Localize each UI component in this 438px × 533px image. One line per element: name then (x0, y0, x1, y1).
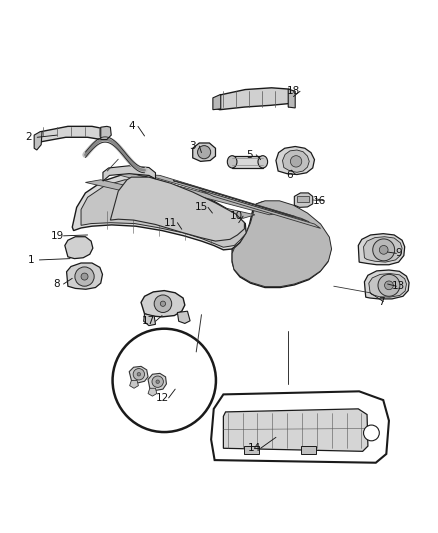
Polygon shape (232, 201, 331, 287)
Text: 1: 1 (27, 255, 34, 265)
Text: 10: 10 (230, 211, 243, 221)
Polygon shape (297, 197, 309, 201)
Circle shape (378, 274, 400, 296)
Circle shape (198, 146, 211, 159)
Circle shape (113, 329, 216, 432)
Polygon shape (65, 237, 93, 259)
Polygon shape (177, 311, 190, 324)
Polygon shape (301, 446, 316, 454)
Polygon shape (223, 409, 368, 451)
Polygon shape (232, 156, 263, 167)
Polygon shape (103, 166, 155, 181)
Circle shape (373, 239, 395, 261)
Polygon shape (110, 177, 244, 241)
Text: 13: 13 (392, 281, 405, 291)
Polygon shape (67, 263, 102, 289)
Polygon shape (213, 94, 221, 110)
Polygon shape (85, 180, 255, 219)
Polygon shape (81, 180, 246, 247)
Polygon shape (193, 143, 215, 161)
Polygon shape (145, 174, 296, 216)
Polygon shape (141, 290, 185, 317)
Circle shape (379, 246, 388, 254)
Polygon shape (173, 181, 309, 222)
Polygon shape (211, 391, 389, 463)
Polygon shape (276, 147, 314, 174)
Polygon shape (369, 273, 406, 297)
Polygon shape (364, 270, 409, 299)
Ellipse shape (258, 156, 268, 168)
Text: 17: 17 (142, 316, 155, 326)
Circle shape (364, 425, 379, 441)
Polygon shape (144, 314, 155, 326)
Circle shape (152, 376, 163, 387)
Polygon shape (283, 150, 309, 172)
Polygon shape (34, 132, 42, 150)
Polygon shape (72, 174, 246, 250)
Polygon shape (288, 89, 295, 108)
Polygon shape (294, 193, 313, 207)
Text: 15: 15 (195, 203, 208, 212)
Text: 7: 7 (378, 296, 385, 306)
Text: 6: 6 (286, 169, 293, 180)
Polygon shape (35, 126, 105, 145)
Text: 19: 19 (50, 231, 64, 241)
Polygon shape (148, 388, 157, 396)
Polygon shape (244, 446, 259, 454)
Text: 2: 2 (25, 132, 32, 142)
Polygon shape (114, 173, 279, 215)
Polygon shape (148, 374, 166, 391)
Polygon shape (232, 201, 332, 287)
Circle shape (160, 301, 166, 306)
Text: 9: 9 (395, 248, 402, 259)
Text: 5: 5 (246, 150, 253, 160)
Text: 3: 3 (189, 141, 196, 151)
Polygon shape (364, 237, 402, 262)
Polygon shape (358, 233, 405, 265)
Text: 4: 4 (128, 122, 135, 131)
Polygon shape (214, 88, 294, 110)
Text: 12: 12 (155, 393, 169, 403)
Polygon shape (130, 381, 138, 388)
Circle shape (156, 380, 159, 383)
Circle shape (81, 273, 88, 280)
Circle shape (290, 156, 302, 167)
Circle shape (75, 267, 94, 286)
Polygon shape (101, 126, 111, 140)
Text: 8: 8 (53, 279, 60, 289)
Circle shape (154, 295, 172, 312)
Polygon shape (199, 190, 321, 229)
Text: 14: 14 (247, 443, 261, 453)
Circle shape (385, 281, 393, 290)
Text: 11: 11 (164, 217, 177, 228)
Polygon shape (129, 366, 148, 383)
Circle shape (137, 373, 141, 376)
Circle shape (133, 368, 145, 380)
Text: 18: 18 (287, 86, 300, 96)
Ellipse shape (227, 156, 237, 168)
Text: 16: 16 (313, 196, 326, 206)
